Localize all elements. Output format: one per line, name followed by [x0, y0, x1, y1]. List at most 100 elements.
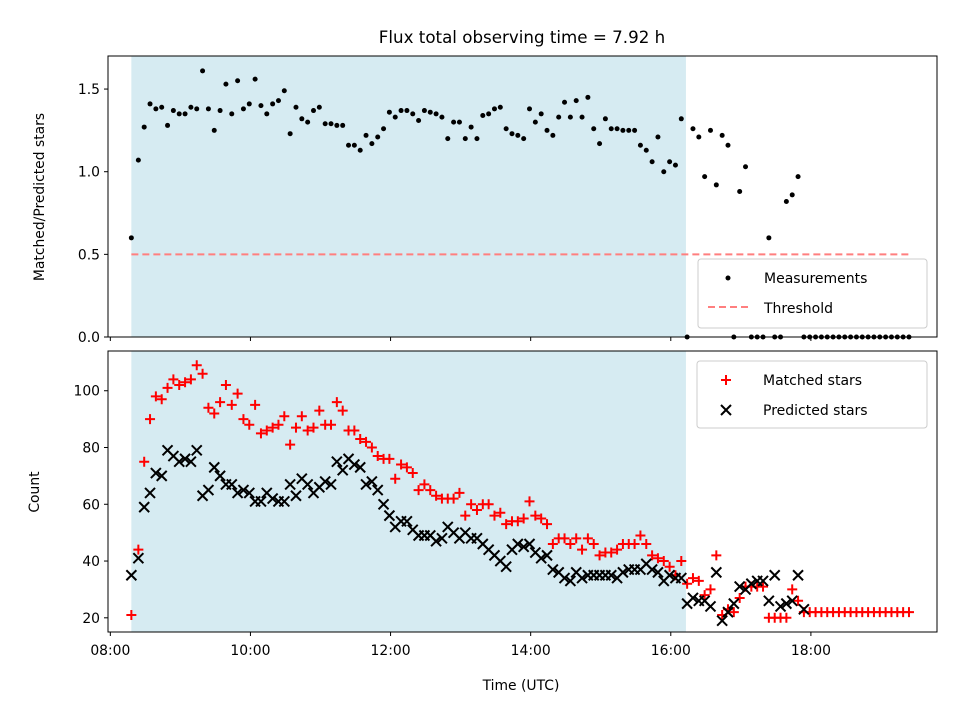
measurement-point	[369, 141, 375, 147]
matched-stars-point	[787, 584, 798, 595]
matched-stars-point	[565, 539, 576, 550]
predicted-stars-point	[366, 475, 378, 488]
measurement-point	[614, 126, 620, 132]
matched-stars-point	[191, 360, 202, 371]
predicted-stars-point	[517, 541, 530, 553]
matched-stars-point	[168, 374, 179, 385]
matched-stars-point	[559, 533, 570, 544]
measurement-point	[608, 126, 614, 132]
measurement-point	[346, 142, 352, 148]
x-tick-label: 18:00	[791, 643, 831, 659]
measurement-point	[240, 106, 246, 112]
matched-stars-point	[903, 607, 914, 618]
measurement-point	[562, 99, 568, 105]
measurement-point	[789, 192, 795, 198]
x-tick-label: 08:00	[90, 643, 130, 659]
matched-stars-point	[372, 451, 383, 462]
matched-stars-point	[197, 368, 208, 379]
measurement-point	[585, 94, 591, 100]
measurement-point	[509, 131, 515, 137]
x-tick-label: 10:00	[230, 643, 270, 659]
matched-stars-point	[612, 544, 623, 555]
matched-stars-point	[454, 487, 465, 498]
ratio-y-tick-label: 0.0	[78, 330, 100, 346]
measurement-point	[655, 134, 661, 140]
measurement-point	[795, 174, 801, 180]
predicted-stars-point	[716, 614, 728, 627]
measurement-point	[544, 127, 550, 133]
measurement-point	[316, 104, 322, 110]
measurement-point	[538, 111, 544, 117]
predicted-stars-point	[523, 538, 536, 550]
count-y-tick-label: 40	[82, 554, 100, 570]
predicted-stars-point	[208, 461, 220, 474]
measurement-point	[328, 121, 334, 127]
predicted-stars-point	[576, 572, 588, 584]
measurement-point	[474, 136, 480, 142]
predicted-stars-point	[348, 458, 361, 471]
predicted-stars-point	[179, 453, 191, 465]
count-y-axis-label: Count	[27, 471, 43, 513]
measurement-point	[503, 126, 509, 132]
matched-stars-point	[629, 539, 640, 550]
count-panel: 08:00 10:00 12:00 14:00 16:00 18:00 20 40 60 80 10…	[27, 350, 938, 694]
measurement-point	[427, 109, 433, 115]
matched-stars-point	[658, 556, 669, 567]
predicted-stars-point	[331, 455, 343, 468]
predicted-stars-point	[336, 464, 349, 476]
matched-stars-point	[355, 433, 366, 444]
matched-stars-point	[448, 493, 459, 504]
matched-stars-point	[384, 453, 395, 464]
predicted-stars-point	[191, 444, 203, 457]
measurement-point	[661, 169, 667, 175]
matched-stars-point	[652, 553, 663, 564]
measurement-point	[696, 134, 702, 140]
matched-stars-point	[232, 388, 243, 399]
matched-stars-point	[577, 544, 588, 555]
predicted-stars-point	[722, 606, 734, 618]
measurement-point	[456, 119, 462, 125]
predicted-stars-point	[535, 552, 547, 564]
measurement-point	[153, 106, 159, 112]
predicted-stars-point	[325, 478, 337, 491]
x-axis-label: Time (UTC)	[482, 678, 560, 694]
predicted-stars-point	[156, 470, 168, 482]
measurement-point	[632, 127, 638, 133]
matched-stars-point	[582, 533, 593, 544]
measurement-point	[159, 104, 165, 110]
matched-stars-point	[156, 394, 167, 405]
measurement-point	[287, 131, 293, 137]
predicted-stars-point	[266, 492, 279, 505]
measurement-point	[497, 104, 503, 110]
matched-stars-point	[261, 425, 272, 436]
predicted-stars-point	[798, 603, 810, 616]
predicted-stars-point	[284, 478, 296, 491]
matched-stars-point	[425, 485, 436, 496]
predicted-stars-point	[214, 470, 226, 482]
matched-stars-point	[209, 408, 220, 419]
measurement-point	[445, 136, 451, 142]
predicted-stars-point	[663, 569, 676, 581]
measurement-point	[135, 157, 141, 163]
measurement-point	[381, 126, 387, 132]
matched-stars-point	[466, 499, 477, 510]
matched-stars-point	[337, 405, 348, 416]
predicted-stars-point	[774, 600, 787, 613]
matched-stars-point	[150, 391, 161, 402]
measurement-point	[363, 132, 369, 138]
measurement-point	[165, 122, 171, 128]
matched-stars-point	[302, 425, 313, 436]
matched-stars-point	[460, 510, 471, 521]
legend-measurements-marker	[725, 275, 731, 281]
predicted-stars-point	[745, 578, 758, 590]
matched-stars-point	[419, 479, 430, 490]
legend-predicted-label: Predicted stars	[763, 403, 868, 419]
measurement-point	[783, 198, 789, 204]
matched-stars-point	[711, 550, 722, 561]
measurement-point	[737, 189, 743, 195]
x-tick-label: 16:00	[651, 643, 691, 659]
predicted-stars-point	[792, 569, 804, 581]
measurement-point	[439, 114, 445, 120]
ratio-legend-box	[697, 258, 928, 329]
measurement-point	[480, 113, 486, 119]
